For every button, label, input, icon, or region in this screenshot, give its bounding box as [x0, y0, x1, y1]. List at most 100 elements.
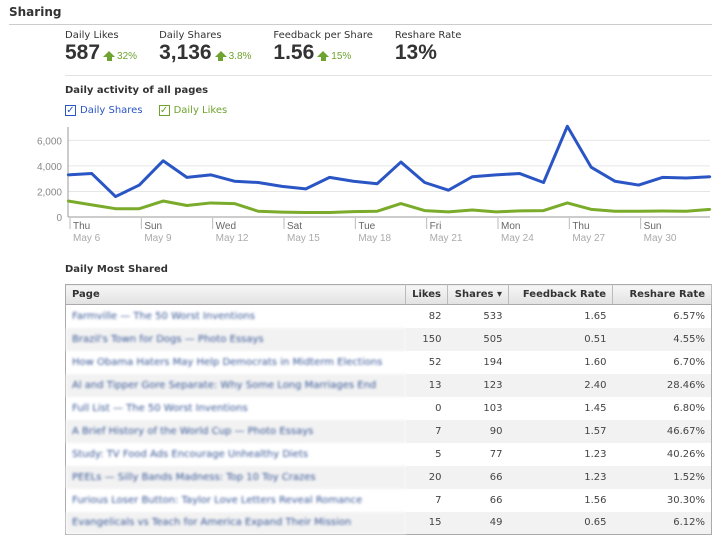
- data-point[interactable]: [304, 211, 307, 214]
- shares-cell: 194: [483, 356, 503, 368]
- table-row: PEELs — Silly Bands Madness: Top 10 Toy …: [65, 465, 712, 489]
- data-point[interactable]: [661, 176, 664, 179]
- col-likes[interactable]: Likes: [405, 284, 448, 305]
- data-point[interactable]: [708, 208, 712, 211]
- data-point[interactable]: [161, 159, 165, 162]
- data-point[interactable]: [518, 209, 521, 213]
- page-link[interactable]: Full List — The 50 Worst Inventions: [72, 402, 248, 414]
- data-point[interactable]: [209, 173, 212, 177]
- data-point[interactable]: [114, 207, 117, 210]
- data-point[interactable]: [423, 209, 426, 212]
- data-point[interactable]: [447, 188, 450, 192]
- data-point[interactable]: [328, 176, 331, 179]
- data-point[interactable]: [542, 209, 545, 212]
- data-point[interactable]: [661, 209, 664, 213]
- data-point[interactable]: [90, 203, 93, 207]
- data-point[interactable]: [185, 204, 189, 207]
- page-link[interactable]: Brazil's Town for Dogs — Photo Essays: [65, 327, 406, 351]
- data-point[interactable]: [685, 176, 688, 180]
- col-feedback-rate[interactable]: Feedback Rate: [508, 284, 613, 305]
- data-point[interactable]: [589, 165, 593, 169]
- data-point[interactable]: [185, 176, 189, 179]
- data-point[interactable]: [304, 187, 307, 191]
- stat-daily-shares: Daily Shares 3,136 3.8%: [159, 30, 251, 65]
- x-tick-day: Sun: [144, 221, 162, 232]
- series-line-daily-shares: [67, 124, 711, 199]
- data-point[interactable]: [447, 210, 450, 214]
- shares-cell: 77: [489, 448, 503, 460]
- x-tick-date: May 24: [501, 233, 534, 244]
- data-point[interactable]: [494, 210, 498, 214]
- data-point[interactable]: [280, 185, 284, 188]
- data-point[interactable]: [423, 181, 426, 184]
- col-reshare-rate[interactable]: Reshare Rate: [612, 284, 712, 305]
- stat-daily-likes: Daily Likes 587 32%: [65, 30, 137, 65]
- shares-cell: 103: [483, 402, 503, 414]
- page-link[interactable]: Study: TV Food Ads Encourage Unhealthy D…: [72, 448, 309, 460]
- page-link[interactable]: Evangelicals vs Teach for America Expand…: [65, 511, 406, 535]
- data-point[interactable]: [352, 210, 355, 213]
- data-point[interactable]: [138, 183, 141, 187]
- y-tick-label: 0: [56, 213, 62, 224]
- table-title: Daily Most Shared: [65, 264, 168, 275]
- data-point[interactable]: [637, 183, 640, 187]
- data-point[interactable]: [257, 181, 260, 184]
- data-point[interactable]: [613, 210, 617, 213]
- feedback-rate-cell: 1.60: [584, 356, 607, 368]
- data-point[interactable]: [613, 180, 617, 183]
- page-link[interactable]: Farmville — The 50 Worst Inventions: [72, 310, 255, 322]
- data-point[interactable]: [399, 202, 403, 205]
- data-point[interactable]: [66, 199, 70, 203]
- chart-title: Daily activity of all pages: [65, 85, 209, 96]
- data-point[interactable]: [209, 201, 212, 205]
- toggle-daily-likes[interactable]: ✓ Daily Likes: [158, 105, 227, 116]
- data-point[interactable]: [518, 172, 521, 175]
- data-point[interactable]: [471, 208, 474, 212]
- data-point[interactable]: [542, 181, 545, 184]
- data-point[interactable]: [375, 182, 379, 185]
- data-point[interactable]: [471, 175, 474, 178]
- reshare-rate-cell: 1.52%: [612, 465, 712, 489]
- page-link[interactable]: PEELs — Silly Bands Madness: Top 10 Toy …: [65, 465, 406, 489]
- data-point[interactable]: [280, 210, 284, 214]
- page-link[interactable]: Furious Loser Button: Taylor Love Letter…: [72, 494, 363, 506]
- shares-cell: 123: [447, 373, 509, 397]
- x-tick-day: Fri: [430, 221, 442, 232]
- feedback-rate-cell: 1.23: [508, 465, 613, 489]
- col-page[interactable]: Page: [65, 284, 407, 305]
- likes-cell: 7: [405, 419, 448, 443]
- page-link[interactable]: A Brief History of the World Cup — Photo…: [65, 419, 406, 443]
- data-point[interactable]: [375, 210, 379, 213]
- shares-cell: 66: [489, 494, 503, 506]
- col-shares[interactable]: Shares ▾: [447, 284, 509, 305]
- feedback-rate-cell: 1.23: [584, 448, 607, 460]
- data-point[interactable]: [114, 195, 117, 198]
- x-tick-date: May 27: [572, 233, 605, 244]
- data-point[interactable]: [494, 173, 498, 177]
- data-point[interactable]: [566, 125, 569, 128]
- data-point[interactable]: [66, 173, 70, 177]
- data-point[interactable]: [637, 210, 640, 213]
- data-point[interactable]: [708, 175, 712, 178]
- checkbox-checked-icon[interactable]: ✓: [158, 105, 170, 116]
- toggle-daily-shares[interactable]: ✓ Daily Shares: [65, 105, 143, 116]
- data-point[interactable]: [328, 211, 331, 214]
- data-point[interactable]: [161, 199, 165, 203]
- data-point[interactable]: [589, 208, 593, 211]
- checkbox-checked-icon[interactable]: ✓: [65, 105, 76, 116]
- most-shared-table: Page Likes Shares ▾ Feedback Rate Reshar…: [65, 284, 712, 535]
- data-point[interactable]: [352, 180, 355, 183]
- data-point[interactable]: [233, 202, 236, 205]
- data-point[interactable]: [685, 210, 688, 213]
- shares-cell: 90: [447, 419, 509, 443]
- data-point[interactable]: [257, 210, 260, 213]
- likes-cell: 150: [405, 327, 448, 351]
- data-point[interactable]: [90, 172, 93, 175]
- data-point[interactable]: [138, 207, 141, 210]
- data-point[interactable]: [566, 201, 569, 205]
- page-link[interactable]: Al and Tipper Gore Separate: Why Some Lo…: [65, 373, 406, 397]
- data-point[interactable]: [233, 180, 236, 183]
- page-link[interactable]: How Obama Haters May Help Democrats in M…: [72, 356, 383, 368]
- data-point[interactable]: [399, 160, 403, 164]
- y-tick-label: 2,000: [37, 187, 62, 198]
